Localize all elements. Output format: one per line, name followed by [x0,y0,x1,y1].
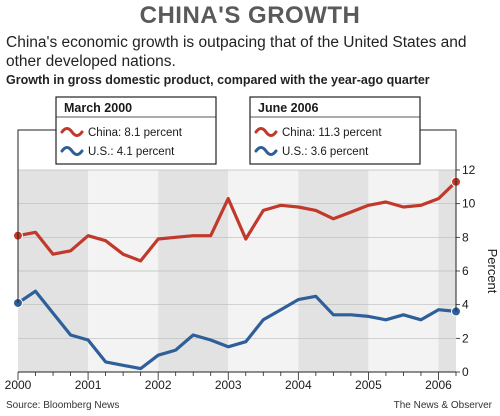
x-tick-label: 2001 [75,378,102,392]
callout-china-value: China: 8.1 percent [88,127,183,139]
china-wave-icon [60,127,84,137]
x-tick-label: 2005 [355,378,382,392]
y-tick-label: 10 [462,197,476,211]
x-tick-label: 2003 [215,378,242,392]
y-tick-label: 6 [462,264,469,278]
y-tick-label: 2 [462,331,469,345]
chart-subtitle: China's economic growth is outpacing tha… [6,34,467,70]
us-wave-icon [60,146,84,156]
y-tick-label: 8 [462,230,469,244]
x-tick-label: 2004 [285,378,312,392]
y-tick-label: 0 [462,365,469,379]
credit-note: The News & Observer [393,400,492,411]
chart-heading: Growth in gross domestic product, compar… [6,73,430,87]
x-tick-label: 2000 [5,378,32,392]
y-tick-label: 12 [462,163,476,177]
callout-box-march-2000: March 2000 China: 8.1 percent U.S.: 4.1 … [55,96,217,165]
callout-leader-line [17,129,56,303]
callout-china-value: China: 11.3 percent [282,127,382,139]
callout-us-value: U.S.: 3.6 percent [282,146,369,158]
series-line-us [16,289,458,371]
y-axis-label: Percent [485,249,500,294]
y-tick-label: 4 [462,298,469,312]
us-wave-icon [254,146,278,156]
chart-title: CHINA'S GROWTH [139,2,361,29]
callout-box-june-2006: June 2006 China: 11.3 percent U.S.: 3.6 … [249,96,421,165]
x-tick-label: 2006 [425,378,452,392]
y-axis: 0 2 4 6 8 10 12 [456,163,476,379]
callout-us-value: U.S.: 4.1 percent [88,146,175,158]
series-line-china [16,180,458,263]
x-tick-label: 2002 [145,378,172,392]
callout-leader-line [420,129,457,312]
callout-title: March 2000 [64,101,132,115]
source-note: Source: Bloomberg News [6,400,120,411]
china-wave-icon [254,127,278,137]
callout-leaders [17,129,457,312]
x-axis: 2000 2001 2002 2003 2004 2005 2006 [5,378,453,392]
callout-title: June 2006 [258,101,319,115]
